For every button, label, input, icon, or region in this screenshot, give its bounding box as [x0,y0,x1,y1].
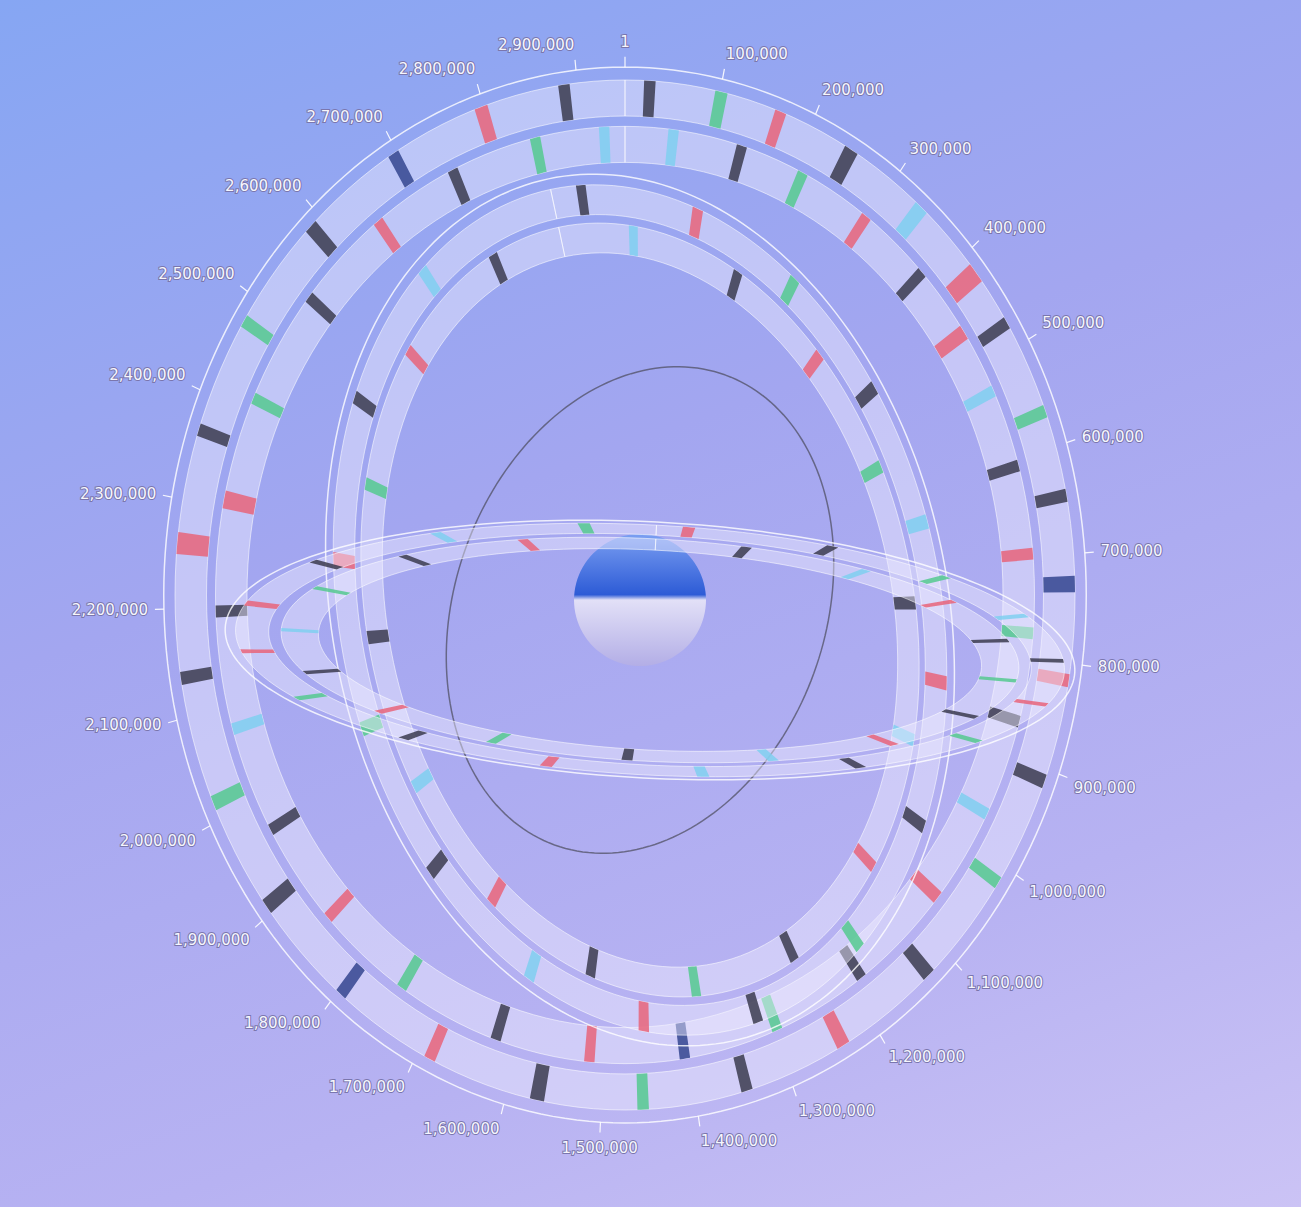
svg-text:2,500,000: 2,500,000 [158,265,234,283]
svg-text:400,000: 400,000 [984,219,1046,237]
svg-text:1: 1 [620,33,630,51]
svg-text:2,900,000: 2,900,000 [498,36,574,54]
svg-text:1,000,000: 1,000,000 [1029,883,1105,901]
svg-text:800,000: 800,000 [1098,658,1160,676]
svg-text:1,500,000: 1,500,000 [561,1139,637,1157]
svg-text:2,800,000: 2,800,000 [399,60,475,78]
svg-text:1,300,000: 1,300,000 [799,1102,875,1120]
svg-text:1,100,000: 1,100,000 [967,974,1043,992]
svg-text:1,700,000: 1,700,000 [329,1078,405,1096]
svg-text:1,200,000: 1,200,000 [889,1048,965,1066]
svg-text:1,900,000: 1,900,000 [173,931,249,949]
svg-text:600,000: 600,000 [1082,428,1144,446]
svg-text:300,000: 300,000 [909,140,971,158]
svg-text:2,200,000: 2,200,000 [72,601,148,619]
svg-text:2,300,000: 2,300,000 [80,485,156,503]
svg-text:100,000: 100,000 [726,45,788,63]
svg-text:700,000: 700,000 [1100,542,1162,560]
svg-text:900,000: 900,000 [1074,779,1136,797]
svg-text:2,700,000: 2,700,000 [306,108,382,126]
svg-text:2,600,000: 2,600,000 [225,177,301,195]
svg-text:1,400,000: 1,400,000 [701,1132,777,1150]
svg-text:200,000: 200,000 [822,81,884,99]
svg-text:1,800,000: 1,800,000 [244,1014,320,1032]
svg-text:500,000: 500,000 [1042,314,1104,332]
svg-text:1,600,000: 1,600,000 [423,1120,499,1138]
svg-text:2,000,000: 2,000,000 [120,832,196,850]
svg-text:2,100,000: 2,100,000 [85,716,161,734]
svg-text:2,400,000: 2,400,000 [109,366,185,384]
